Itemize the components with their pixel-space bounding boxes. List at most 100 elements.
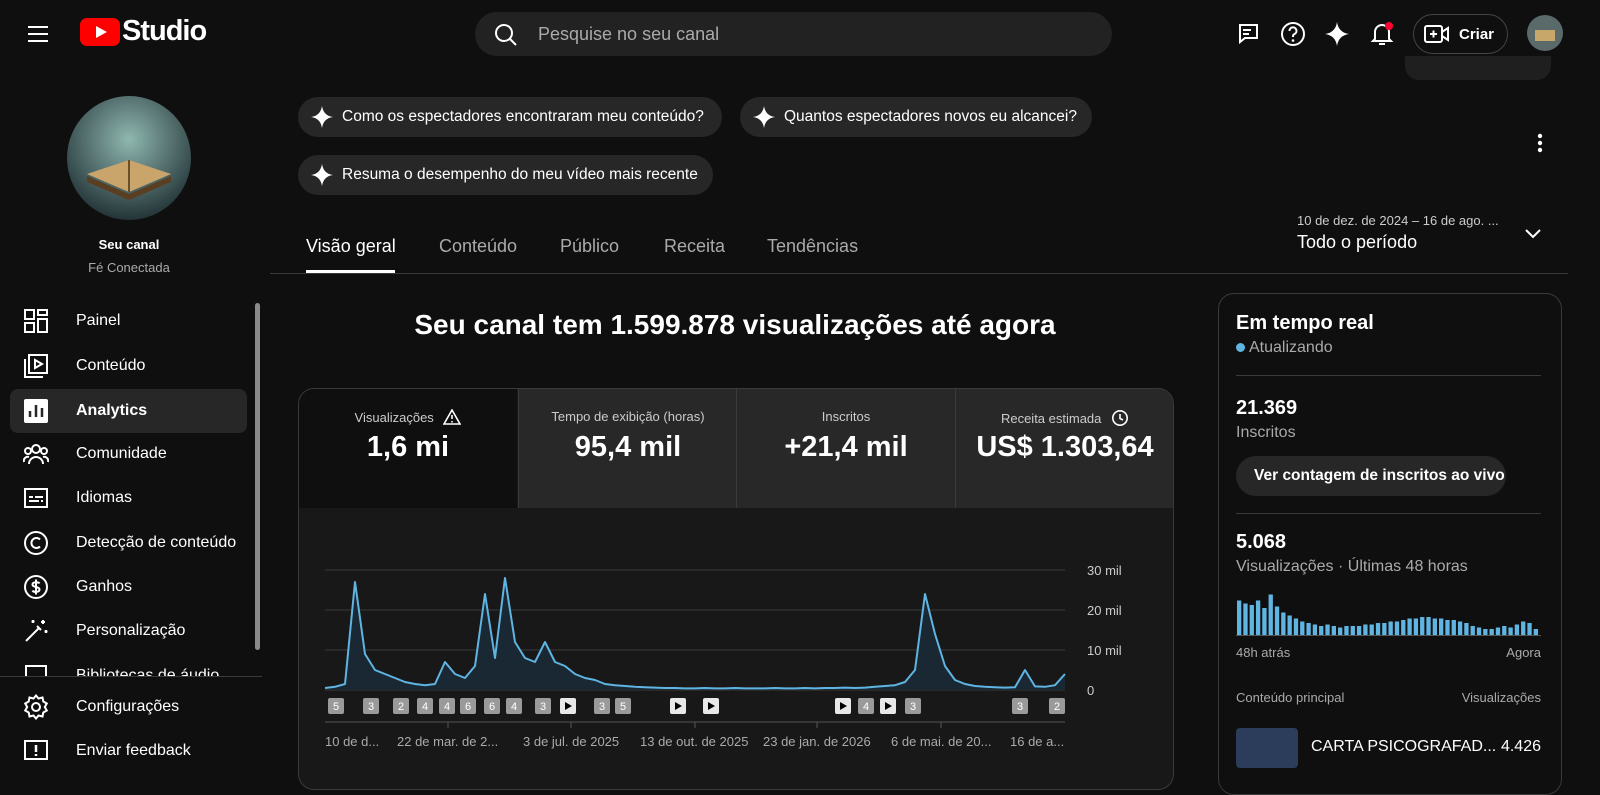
tab[interactable]: Conteúdo <box>439 236 518 256</box>
realtime-status: Atualizando <box>1249 339 1333 356</box>
menu-label: Enviar feedback <box>76 742 191 759</box>
marker-label: 4 <box>863 701 869 713</box>
marker-label: 6 <box>489 701 495 713</box>
event-marker: 2 <box>393 698 409 714</box>
menu-icon <box>24 740 48 760</box>
bar <box>1369 624 1374 635</box>
sparkle-icon <box>753 106 775 128</box>
menu-label: Conteúdo <box>76 357 146 374</box>
menu-item[interactable]: Enviar feedback <box>10 729 247 773</box>
notifications-icon[interactable] <box>1368 20 1396 48</box>
bar <box>1375 623 1381 635</box>
metric-tab[interactable]: Inscritos +21,4 mil <box>736 389 955 508</box>
metric-label-text: Receita estimada <box>1000 411 1102 426</box>
menu-icon <box>24 575 48 599</box>
marker-box <box>363 698 379 714</box>
account-avatar[interactable] <box>1527 15 1563 51</box>
bar <box>1521 621 1526 635</box>
tab[interactable]: Público <box>560 236 620 256</box>
bar <box>1527 623 1532 635</box>
active-tab-indicator <box>306 270 395 273</box>
more-options[interactable] <box>1530 131 1550 155</box>
date-range-dates[interactable]: 10 de dez. de 2024 – 16 de ago. ... <box>1297 213 1499 228</box>
menu-label: Ganhos <box>76 578 133 595</box>
event-marker <box>670 698 686 714</box>
bar <box>1344 626 1349 635</box>
marker-box <box>417 698 433 714</box>
tabs-divider <box>270 273 1568 274</box>
suggestion-chip[interactable]: Quantos espectadores novos eu alcancei? <box>740 97 1092 137</box>
top-content-label: Conteúdo principal <box>1236 690 1345 705</box>
marker-box <box>484 698 500 714</box>
tab[interactable]: Tendências <box>767 236 859 256</box>
x-tick-label: 3 de jul. de 2025 <box>523 734 619 749</box>
date-range-dropdown[interactable] <box>1522 224 1544 244</box>
suggestion-chip[interactable]: Resuma o desempenho do meu vídeo mais re… <box>298 155 713 195</box>
suggestion-text: Resuma o desempenho do meu vídeo mais re… <box>342 166 698 183</box>
menu-icon <box>24 354 48 378</box>
create-button[interactable]: Criar <box>1413 14 1508 54</box>
menu-item[interactable]: Painel <box>10 299 247 343</box>
metric-tab[interactable]: Tempo de exibição (horas) 95,4 mil <box>518 389 737 508</box>
marker-label: 5 <box>620 701 626 713</box>
suggestion-chip[interactable]: Como os espectadores encontraram meu con… <box>298 97 722 137</box>
marker-box <box>905 698 921 714</box>
menu-item[interactable]: Idiomas <box>10 476 247 520</box>
ai-icon[interactable] <box>1324 21 1350 47</box>
menu-item[interactable]: Personalização <box>10 609 247 653</box>
bar <box>1394 621 1400 635</box>
bar <box>1476 627 1482 635</box>
area-fill <box>325 578 1065 690</box>
create-label: Criar <box>1459 26 1495 43</box>
bar <box>1255 600 1261 635</box>
menu-label: Painel <box>76 312 121 329</box>
bar-end-label: Agora <box>1506 645 1541 660</box>
menu-item[interactable]: Comunidade <box>10 432 247 476</box>
marker-label: 5 <box>333 701 339 713</box>
x-tick-label: 13 de out. de 2025 <box>640 734 748 749</box>
video-thumbnail[interactable] <box>1236 728 1298 768</box>
metric-tab[interactable]: Visualizações 1,6 mi <box>299 389 517 508</box>
top-video-views: 4.426 <box>1500 738 1541 755</box>
marker-box <box>615 698 631 714</box>
bar <box>1483 629 1488 635</box>
bar <box>1457 621 1463 635</box>
tab[interactable]: Receita <box>664 236 726 256</box>
marker-box <box>460 698 476 714</box>
menu-item[interactable]: Configurações <box>10 685 247 729</box>
menu-label: Comunidade <box>76 445 167 462</box>
metric-tab[interactable]: Receita estimada US$ 1.303,64 <box>955 389 1173 508</box>
menu-button[interactable] <box>26 22 50 46</box>
menu-label: Detecção de conteúdo <box>76 534 237 551</box>
sparkle-icon <box>311 106 333 128</box>
tab[interactable]: Visão geral <box>306 236 396 256</box>
menu-item[interactable]: Conteúdo <box>10 344 247 388</box>
top-video-title[interactable]: CARTA PSICOGRAFAD... <box>1311 738 1497 755</box>
menu-item[interactable]: Ganhos <box>10 565 247 609</box>
marker-label: 3 <box>540 701 546 713</box>
channel-avatar[interactable] <box>67 96 191 220</box>
marker-label: 3 <box>1017 701 1023 713</box>
logo-icon[interactable] <box>80 18 120 46</box>
menu-icon <box>23 444 49 465</box>
hidden-button[interactable] <box>1405 56 1551 80</box>
logo-text[interactable]: Studio <box>122 15 207 47</box>
menu-item[interactable]: Detecção de conteúdo <box>10 521 247 565</box>
search-box[interactable]: Pesquise no seu canal <box>475 12 1112 56</box>
live-count-button[interactable]: Ver contagem de inscritos ao vivo <box>1236 456 1506 496</box>
views-line <box>324 577 1066 690</box>
sidebar-scrollbar[interactable] <box>255 303 260 650</box>
divider <box>1236 375 1541 376</box>
bar <box>1243 603 1248 635</box>
y-tick-label: 10 mil <box>1087 643 1122 658</box>
bar <box>1274 606 1280 635</box>
help-icon[interactable] <box>1280 21 1306 47</box>
date-range-period[interactable]: Todo o período <box>1297 232 1418 252</box>
play-icon <box>565 702 572 710</box>
menu-icon <box>25 620 48 642</box>
menu-item[interactable]: Analytics <box>10 389 247 433</box>
charts-layer: 0 10 mil 20 mil 30 mil 5 3 2 4 4 6 6 4 3 3 5 4 3 3 2 10 de … <box>324 563 1541 749</box>
y-tick-label: 30 mil <box>1087 563 1122 578</box>
play-icon <box>708 702 715 710</box>
feedback-icon[interactable] <box>1236 21 1262 47</box>
